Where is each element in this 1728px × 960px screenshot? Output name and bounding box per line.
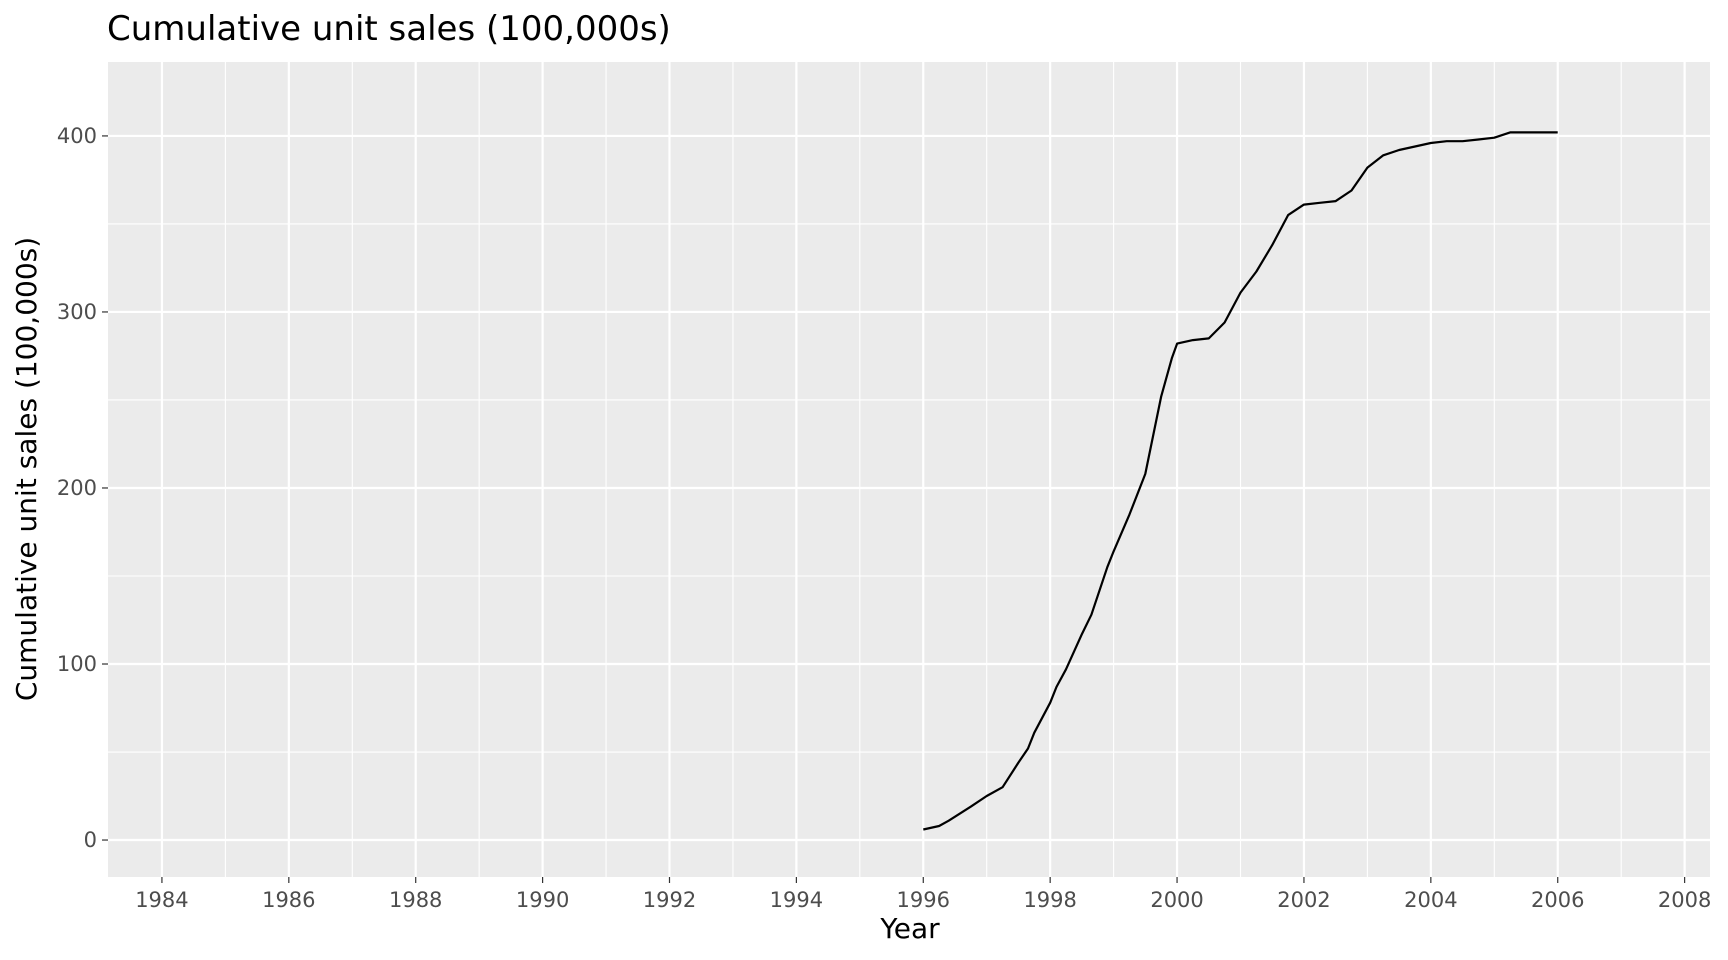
y-axis-title: Cumulative unit sales (100,000s): [10, 237, 43, 701]
y-tick-label: 0: [84, 828, 97, 852]
x-tick-label: 2000: [1150, 888, 1203, 912]
x-tick-label: 2002: [1277, 888, 1330, 912]
gridlines: [108, 62, 1710, 877]
y-tick-label: 100: [57, 652, 97, 676]
chart-title: Cumulative unit sales (100,000s): [107, 9, 671, 49]
y-tick-label: 300: [57, 300, 97, 324]
x-tick-label: 1988: [389, 888, 442, 912]
x-tick-label: 1990: [516, 888, 569, 912]
x-tick-label: 1992: [643, 888, 696, 912]
plot-panel: [108, 62, 1710, 877]
x-tick-label: 1996: [897, 888, 950, 912]
y-axis: 0 100 200 300 400: [57, 124, 108, 852]
y-tick-label: 400: [57, 124, 97, 148]
x-tick-label: 2006: [1531, 888, 1584, 912]
x-tick-label: 1998: [1023, 888, 1076, 912]
x-tick-label: 1986: [262, 888, 315, 912]
x-axis: 1984 1986 1988 1990 1992 1994 1996 1998 2000 2002…: [135, 877, 1711, 912]
x-tick-label: 1984: [135, 888, 188, 912]
series-line: [923, 131, 1558, 831]
x-tick-label: 2008: [1658, 888, 1711, 912]
x-tick-label: 1994: [770, 888, 823, 912]
y-tick-label: 200: [57, 476, 97, 500]
x-axis-title: Year: [879, 912, 940, 945]
x-tick-label: 2004: [1404, 888, 1457, 912]
